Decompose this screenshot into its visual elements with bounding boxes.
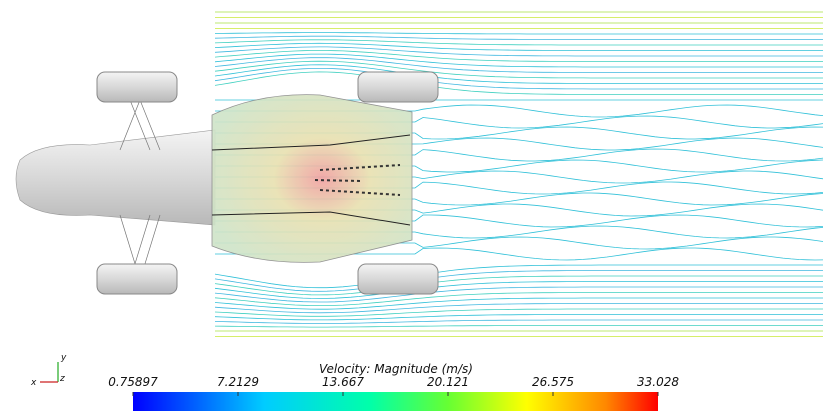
streamline	[214, 68, 823, 90]
streamline	[214, 308, 823, 317]
colorbar-title: Velocity: Magnitude (m/s)	[319, 362, 473, 376]
axis-label-y: y	[60, 353, 67, 363]
streamline	[214, 57, 823, 73]
streamline	[214, 50, 823, 62]
colorbar-tick-label: 0.75897	[108, 375, 158, 389]
axis-label-z: z	[59, 374, 65, 384]
streamline	[214, 53, 823, 68]
streamline	[214, 297, 823, 310]
streamline	[214, 64, 823, 84]
streamline	[214, 314, 823, 321]
streamlines	[214, 11, 824, 337]
colorbar-tick-label: 20.121	[427, 375, 469, 389]
colorbar-tick-label: 13.667	[322, 375, 364, 389]
axis-label-x: x	[30, 378, 37, 388]
car	[15, 71, 439, 295]
streamline	[214, 270, 823, 292]
streamline	[214, 46, 823, 57]
colorbar	[133, 392, 658, 411]
axis-triad: y x z	[30, 353, 67, 388]
colorbar-tick-label: 33.028	[637, 375, 679, 389]
streamline	[214, 325, 823, 328]
streamline	[214, 39, 823, 46]
streamline	[214, 71, 823, 95]
streamline	[214, 286, 823, 303]
streamline	[214, 60, 823, 79]
streamline	[214, 264, 823, 289]
streamline	[214, 292, 823, 306]
streamline	[214, 319, 823, 324]
streamline	[215, 32, 823, 35]
streamline	[214, 42, 823, 51]
colorbar-tick-label: 26.575	[532, 375, 574, 389]
streamline	[214, 35, 823, 40]
streamline	[214, 275, 823, 296]
colorbar-tick-label: 7.2129	[217, 375, 259, 389]
streamline	[214, 303, 823, 314]
streamline	[214, 281, 823, 299]
